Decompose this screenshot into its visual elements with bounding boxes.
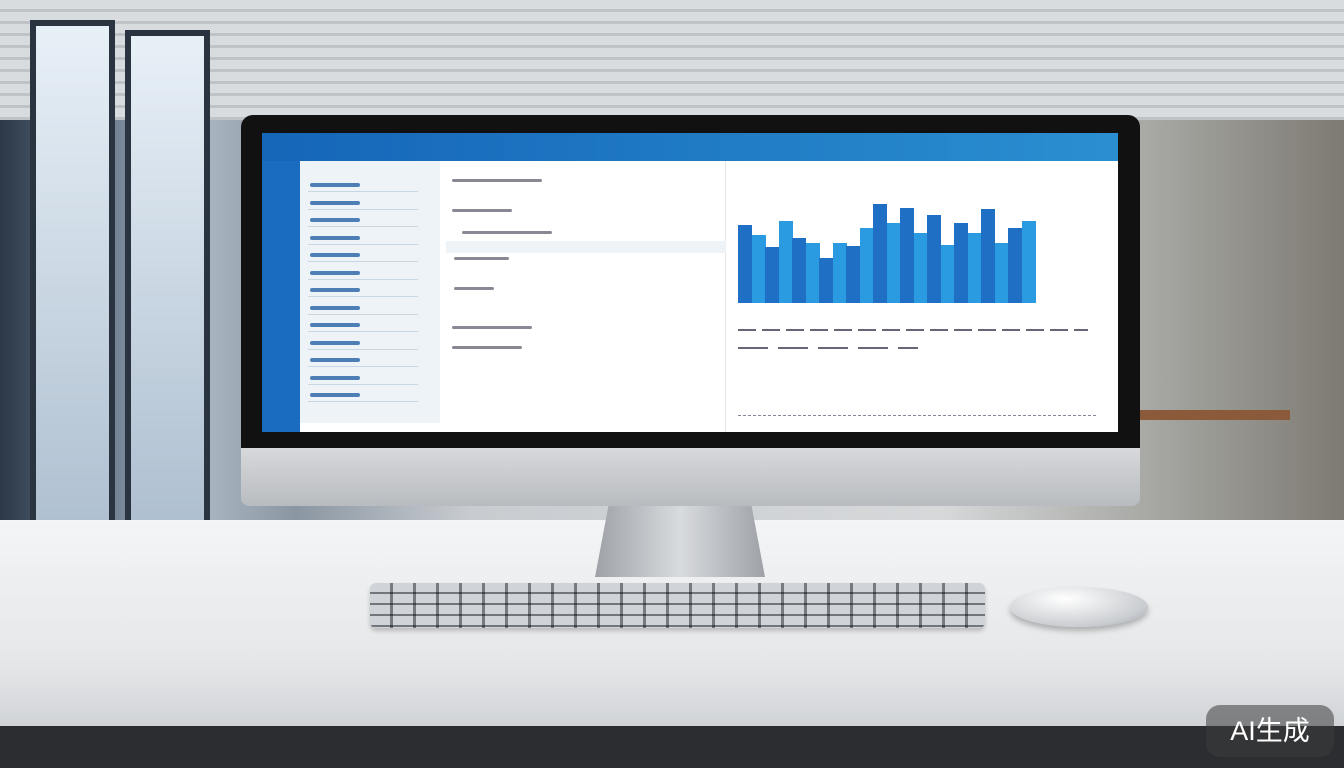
list-item[interactable] bbox=[310, 253, 360, 257]
chart-bar bbox=[738, 225, 752, 303]
window bbox=[30, 20, 115, 540]
chart-bar bbox=[994, 243, 1009, 303]
monitor-stand bbox=[595, 505, 765, 577]
list-item[interactable] bbox=[310, 200, 360, 205]
watermark: AI生成 bbox=[1206, 705, 1334, 757]
app-sidebar bbox=[262, 161, 300, 432]
chart-legend bbox=[738, 329, 1088, 331]
timeline bbox=[738, 415, 1098, 416]
chart-bar bbox=[846, 246, 860, 303]
chart-bar bbox=[792, 238, 806, 303]
keyboard bbox=[370, 583, 985, 628]
chart-bar bbox=[886, 223, 901, 303]
mouse bbox=[1010, 587, 1148, 627]
chart-bar bbox=[913, 233, 928, 303]
list-item[interactable] bbox=[310, 393, 360, 397]
list-item[interactable] bbox=[310, 288, 360, 292]
app-header bbox=[262, 133, 1118, 161]
chart-bar bbox=[778, 221, 793, 303]
chart-bar bbox=[751, 235, 766, 303]
window bbox=[125, 30, 210, 530]
list-item[interactable] bbox=[310, 358, 360, 362]
chart-legend bbox=[738, 347, 918, 349]
chart-bar bbox=[765, 247, 779, 303]
list-item[interactable] bbox=[310, 218, 360, 222]
chart-bar bbox=[819, 258, 833, 303]
chart-bar bbox=[967, 233, 982, 303]
list-panel bbox=[300, 161, 440, 423]
chart-bar bbox=[1021, 221, 1036, 303]
chart-bar bbox=[832, 243, 847, 303]
list-item[interactable] bbox=[310, 270, 360, 275]
chart-bar bbox=[940, 245, 955, 303]
chart-bar bbox=[859, 228, 874, 303]
office-ceiling bbox=[0, 0, 1344, 120]
list-item[interactable] bbox=[310, 323, 360, 327]
chart-bar bbox=[954, 223, 968, 303]
chart-bar bbox=[981, 209, 995, 303]
list-item[interactable] bbox=[310, 340, 360, 345]
monitor-chin bbox=[241, 448, 1140, 506]
list-item[interactable] bbox=[310, 305, 360, 310]
chart-bar bbox=[927, 215, 941, 303]
chart-bar bbox=[873, 204, 887, 303]
detail-panel bbox=[446, 161, 726, 432]
list-item[interactable] bbox=[310, 235, 360, 240]
list-item[interactable] bbox=[310, 375, 360, 380]
desk-edge bbox=[0, 726, 1344, 768]
background-table bbox=[1140, 410, 1290, 420]
bar-chart bbox=[738, 193, 1038, 303]
chart-bar bbox=[1008, 228, 1022, 303]
chart-bar bbox=[900, 208, 914, 303]
monitor-screen bbox=[262, 133, 1118, 432]
list-item[interactable] bbox=[310, 183, 360, 187]
chart-bar bbox=[805, 243, 820, 303]
